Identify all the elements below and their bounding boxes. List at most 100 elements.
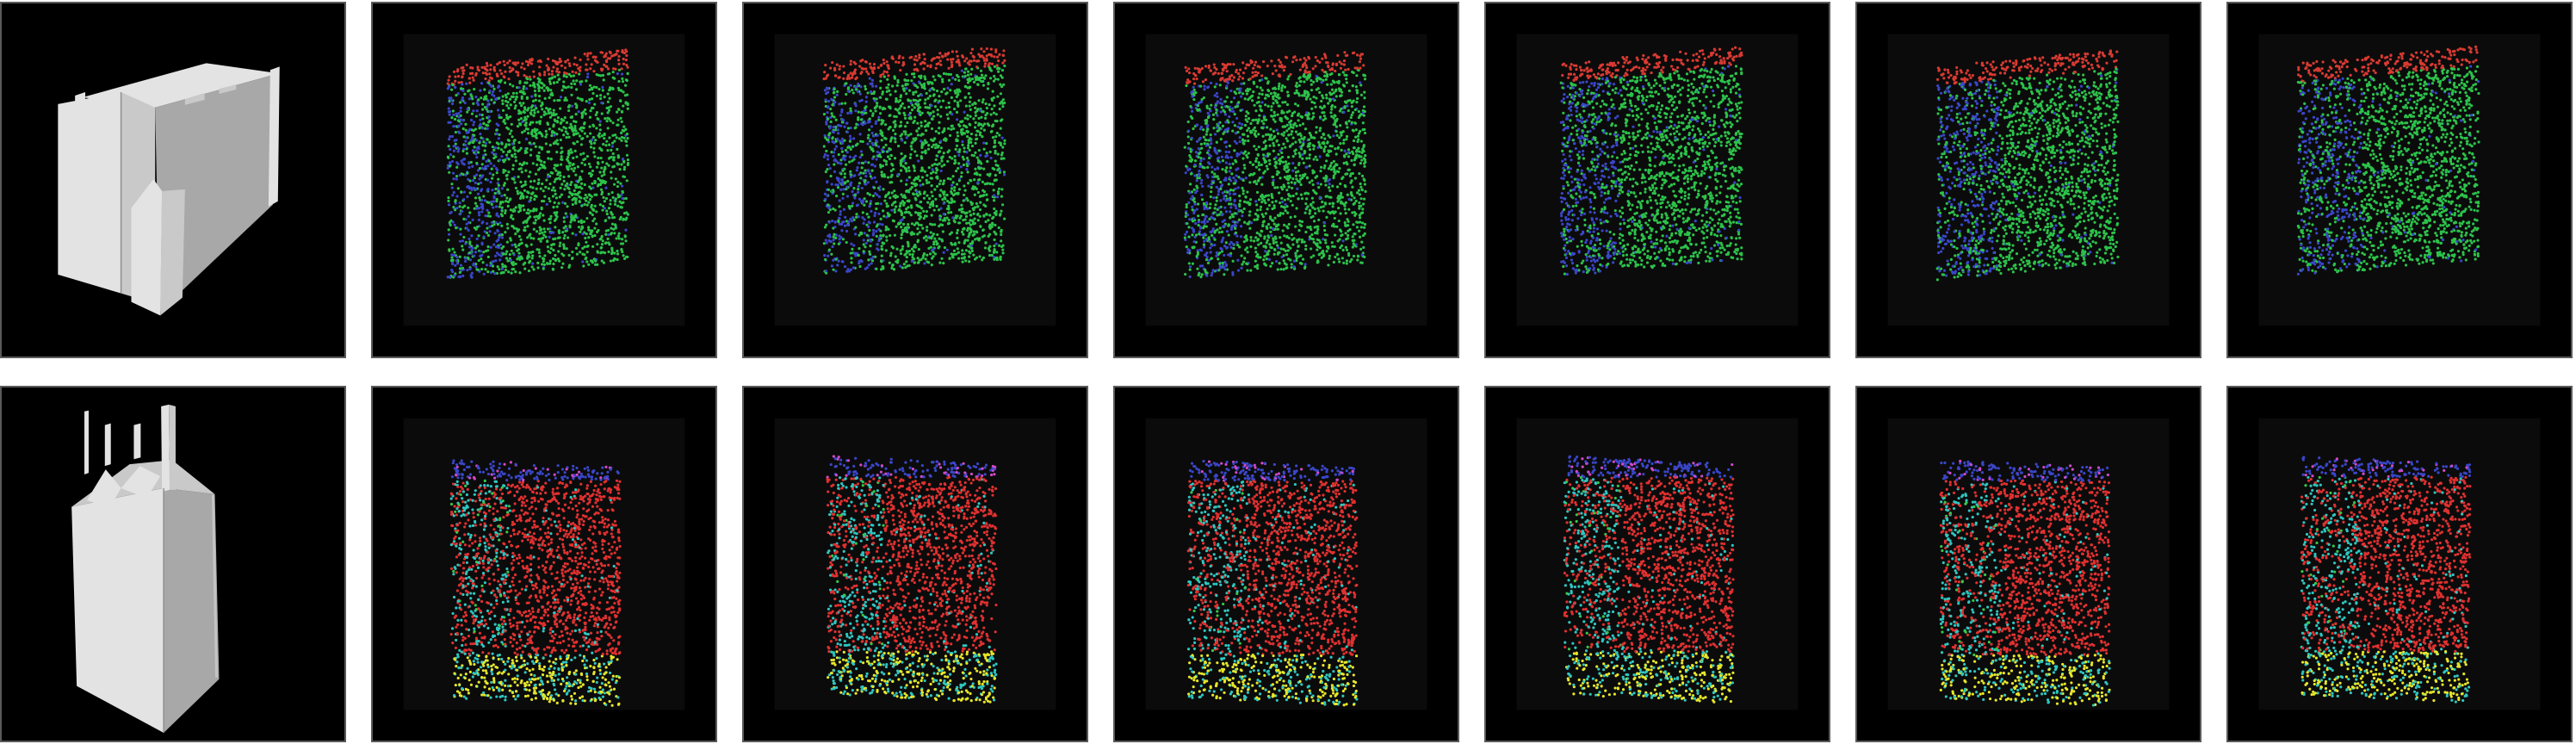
cloud-point [473,186,476,189]
cloud-point [938,127,941,130]
cloud-point [1000,203,1005,207]
cloud-point [458,270,461,274]
cloud-point [868,250,871,253]
cloud-point [595,85,598,90]
cloud-point [964,67,968,71]
cloud-point [561,119,565,122]
cloud-point [516,189,519,193]
cloud-point [825,86,828,90]
cloud-point [1001,251,1005,255]
cloud-point [882,188,885,191]
cloud-point [994,209,998,214]
cloud-point [845,240,848,245]
cloud-point [621,189,624,193]
cloud-point [875,202,878,206]
cloud-point [456,119,460,122]
cloud-point [501,201,505,204]
cloud-point [448,75,451,78]
cloud-point [467,90,470,93]
cloud-point [833,147,837,151]
cloud-point [918,56,921,59]
mesh-pillar [268,66,280,207]
cloud-point [879,165,882,169]
cloud-point [916,261,920,264]
cloud-point [591,261,594,264]
cloud-point [913,75,916,78]
cloud-point [827,163,831,167]
cloud-point [554,253,557,257]
cloud-point [963,110,966,114]
cloud-point [457,81,461,84]
cloud-point [625,93,629,96]
cloud-point [961,249,964,252]
cloud-point [588,98,591,102]
cloud-point [884,249,888,252]
cloud-point [858,197,861,201]
cloud-point [565,247,568,251]
cloud-point [1271,262,1274,265]
cloud-point [591,138,594,141]
cloud-point [614,226,617,230]
cloud-point [994,48,998,52]
cloud-point [846,73,851,77]
cloud-point [597,162,600,165]
cloud-point [887,192,890,195]
cloud-point [923,170,926,173]
cloud-point [542,189,545,193]
cloud-point [585,195,589,199]
cloud-point [529,209,533,213]
cloud-point [978,208,982,212]
cloud-point [447,107,450,110]
cloud-point [526,108,529,112]
cloud-point [542,160,546,164]
cloud-point [612,183,616,186]
cloud-point [913,106,916,109]
cloud-point [474,149,478,152]
cloud-point [493,272,497,276]
cloud-point [598,123,602,127]
cloud-point [622,125,626,128]
cloud-point [541,86,544,90]
cloud-point [992,199,996,202]
cloud-point [907,206,910,209]
cloud-point [950,183,954,187]
cloud-point [981,124,985,127]
cloud-point [622,217,625,220]
cloud-point [597,183,600,186]
cloud-point [616,195,621,199]
cloud-point [616,257,619,262]
cloud-point [551,195,555,198]
cloud-point [900,193,903,196]
cloud-point [622,90,625,94]
cloud-point [857,253,860,257]
cloud-point [500,267,504,270]
cloud-point [515,91,518,95]
cloud-point [901,218,904,221]
cloud-point [934,171,938,175]
cloud-point [472,78,475,82]
cloud-point [986,87,990,90]
cloud-point [604,117,607,121]
cloud-point [1259,86,1262,90]
cloud-point [558,245,561,248]
cloud-point [864,100,868,103]
cloud-point [902,202,907,205]
cloud-point [529,62,534,65]
cloud-point [939,115,943,118]
cloud-point [871,256,875,259]
cloud-point [1260,101,1264,104]
cloud-point [857,118,860,121]
cloud-point [838,102,841,106]
cloud-point [529,192,534,195]
cloud-point [955,50,958,53]
cloud-point [613,202,617,206]
cloud-point [517,251,521,255]
cloud-point [900,236,903,239]
cloud-point [1264,250,1267,253]
cloud-point [602,78,605,82]
cloud-point [621,77,624,80]
cloud-point [620,67,623,71]
cloud-point [982,214,986,218]
cloud-point [962,232,965,236]
cloud-point [908,99,913,102]
